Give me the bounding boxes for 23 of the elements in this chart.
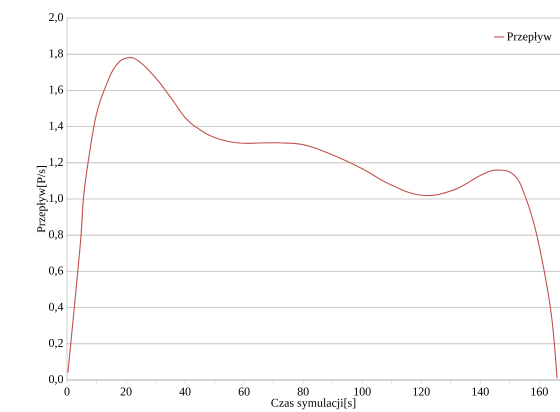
x-axis-title: Czas symulacji[s]: [271, 398, 356, 410]
x-tick-label: 20: [120, 388, 132, 396]
y-tick-label: 0,4: [48, 302, 64, 312]
y-tick-label: 1,0: [50, 194, 64, 204]
legend-label: Przepływ: [507, 32, 552, 43]
y-tick-label: 1,8: [50, 49, 64, 60]
y-tick-label: 0,2: [48, 338, 63, 349]
y-tick-label: 1,6: [50, 86, 64, 96]
y-tick-label: 0,6: [48, 266, 64, 276]
y-tick-label: 0,0: [48, 375, 64, 385]
x-tick-label: 0: [64, 388, 70, 396]
y-tick-label: 0,8: [48, 230, 64, 240]
x-tick-label: 100: [354, 388, 371, 396]
y-tick-label: 1,4: [50, 122, 64, 132]
y-axis-title: Przepływ[P/s]: [36, 166, 48, 233]
x-tick-label: 80: [298, 388, 309, 396]
x-tick-label: 120: [413, 388, 430, 396]
x-tick-label: 140: [472, 388, 489, 396]
x-tick-label: 160: [531, 388, 548, 396]
y-tick-label: 1,2: [50, 158, 63, 168]
y-tick-label: 2,0: [49, 13, 64, 23]
x-tick-label: 40: [179, 388, 191, 396]
x-tick-label: 60: [238, 388, 250, 396]
